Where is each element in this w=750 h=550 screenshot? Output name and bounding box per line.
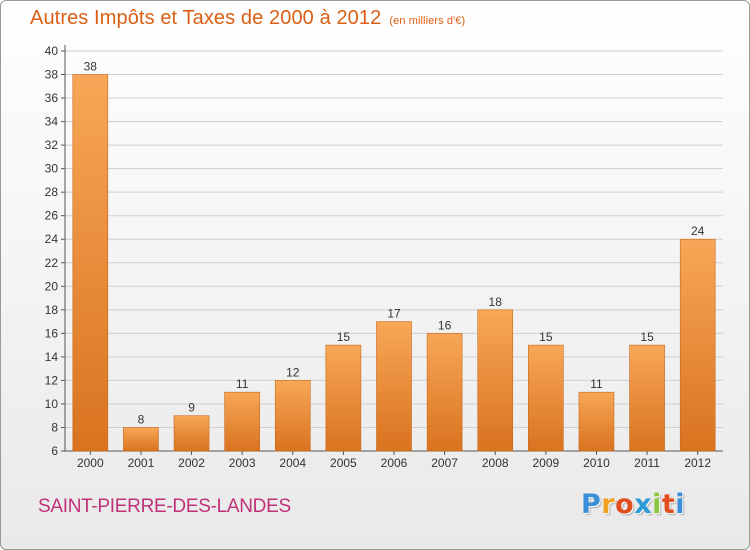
y-tick-label: 16 <box>45 326 59 340</box>
bar-2009 <box>528 344 564 452</box>
y-tick-label: 18 <box>45 303 59 317</box>
bar-2002 <box>173 415 210 452</box>
x-tick-label: 2002 <box>178 456 205 470</box>
x-tick-label: 2008 <box>482 456 509 470</box>
y-tick-label: 36 <box>45 91 59 105</box>
y-tick-label: 34 <box>45 115 59 129</box>
bar-2008 <box>477 309 514 452</box>
x-tick-label: 2000 <box>77 456 104 470</box>
proxiti-logo[interactable]: Proxiti <box>581 489 685 520</box>
x-tick-label: 2006 <box>381 456 408 470</box>
bar-value-label: 15 <box>539 330 553 344</box>
bar-2006 <box>376 321 412 452</box>
bar-value-label: 11 <box>590 377 603 391</box>
x-tick-label: 2010 <box>583 456 610 470</box>
bar-value-label: 15 <box>337 330 351 344</box>
y-tick-label: 40 <box>45 44 59 58</box>
y-tick-label: 26 <box>45 209 59 223</box>
bar-value-label: 9 <box>188 401 195 415</box>
bar-value-label: 11 <box>236 377 249 391</box>
bar-2011 <box>629 344 665 452</box>
bar-value-label: 8 <box>138 412 145 426</box>
x-tick-label: 2005 <box>330 456 357 470</box>
y-tick-label: 14 <box>45 350 59 364</box>
bar-value-label: 24 <box>691 224 705 238</box>
logo-letter: r <box>601 489 616 520</box>
logo-letter: t <box>661 489 676 520</box>
y-tick-label: 24 <box>45 232 59 246</box>
bar-value-label: 12 <box>286 365 300 379</box>
y-tick-label: 38 <box>45 68 59 82</box>
bars <box>72 74 716 452</box>
labels: 6 8 10 12 14 16 18 20 22 24 26 28 30 32 34 36 38 40 38 2000… <box>45 44 712 470</box>
bar-value-label: 16 <box>438 318 452 332</box>
y-tick-label: 28 <box>45 185 59 199</box>
bar-2012 <box>679 238 716 452</box>
x-tick-label: 2003 <box>229 456 256 470</box>
logo-letter: P <box>581 489 602 520</box>
y-tick-label: 22 <box>45 256 59 270</box>
commune-name: SAINT-PIERRE-DES-LANDES <box>38 496 291 517</box>
logo-letter: o <box>615 489 635 520</box>
y-tick-label: 30 <box>45 162 59 176</box>
chart-unit: (en milliers d'€) <box>389 15 466 27</box>
logo-letter: i <box>675 489 686 520</box>
x-tick-label: 2001 <box>128 456 155 470</box>
bar-2000 <box>72 74 109 452</box>
bar-2004 <box>274 380 311 452</box>
bar-value-label: 18 <box>489 295 503 309</box>
y-tick-label: 10 <box>45 397 59 411</box>
bar-value-label: 15 <box>640 330 654 344</box>
y-tick-label: 32 <box>45 138 59 152</box>
bar-2003 <box>224 391 260 452</box>
x-tick-label: 2009 <box>532 456 559 470</box>
bar-2007 <box>426 333 463 452</box>
bar-value-label: 38 <box>84 60 98 74</box>
bar-2010 <box>578 391 615 452</box>
y-tick-label: 20 <box>45 279 59 293</box>
logo-letter: x <box>634 489 653 520</box>
y-tick-label: 8 <box>51 420 58 434</box>
chart-title-text: Autres Impôts et Taxes de 2000 à 2012 <box>30 7 382 29</box>
y-tick-label: 6 <box>51 444 58 458</box>
x-tick-label: 2011 <box>634 456 660 470</box>
x-tick-label: 2007 <box>431 456 458 470</box>
bar-2001 <box>123 427 159 452</box>
x-tick-label: 2004 <box>279 456 306 470</box>
x-tick-label: 2012 <box>684 456 711 470</box>
chart-title: Autres Impôts et Taxes de 2000 à 2012 (en… <box>30 7 465 30</box>
bar-value-label: 17 <box>387 307 401 321</box>
y-tick-label: 12 <box>45 373 59 387</box>
logo-letter: i <box>652 489 662 520</box>
bar-2005 <box>325 344 362 452</box>
